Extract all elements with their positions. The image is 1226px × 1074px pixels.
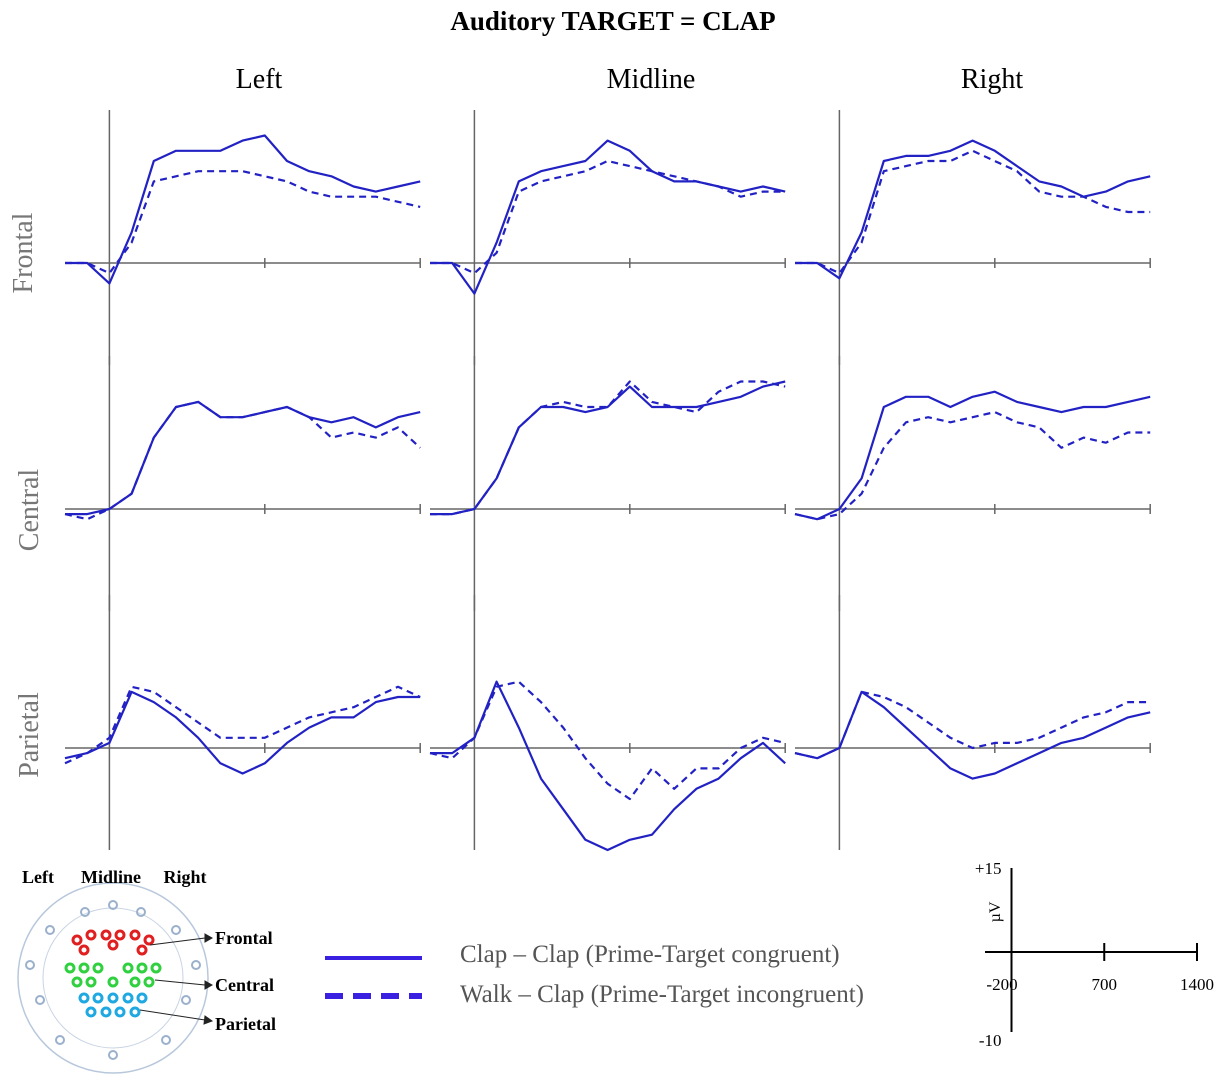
erp-line [430, 139, 786, 295]
scale-unit: µV [987, 901, 1004, 922]
erp-line [794, 411, 1151, 521]
erp-line [794, 690, 1151, 780]
scale-tick-label: +15 [975, 859, 1002, 878]
scale-tick-label: 1400 [1180, 975, 1214, 994]
head-map [17, 882, 214, 1074]
head-map-region: Frontal [215, 928, 273, 948]
erp-line [429, 680, 786, 801]
row-label: Parietal [14, 692, 45, 778]
erp-line [794, 390, 1151, 521]
legend-label: Clap – Clap (Prime-Target congruent) [460, 941, 840, 968]
erp-line [64, 400, 421, 521]
head-map-label: Right [163, 867, 206, 887]
erp-line [795, 139, 1151, 280]
erp-line [65, 170, 421, 275]
title: Auditory TARGET = CLAP [450, 6, 775, 36]
column-label: Left [236, 64, 283, 95]
head-map-label: Midline [81, 867, 141, 887]
erp-line [430, 680, 786, 852]
row-label: Central [14, 469, 45, 552]
head-map-label: Left [22, 867, 54, 887]
scale-tick-label: -200 [986, 975, 1017, 994]
erp-line [64, 685, 421, 765]
erp-line [430, 380, 786, 516]
row-label: Frontal [8, 212, 39, 293]
erp-line [430, 380, 786, 516]
erp-line [64, 690, 421, 775]
erp-line [430, 159, 786, 275]
erp-line [65, 400, 421, 516]
erp-line [795, 149, 1151, 275]
legend-label: Walk – Clap (Prime-Target incongruent) [460, 981, 864, 1008]
column-label: Right [961, 64, 1023, 95]
head-map-region: Central [215, 975, 274, 995]
erp-line [65, 134, 421, 285]
head-map-region: Parietal [215, 1014, 276, 1034]
scale-tick-label: -10 [979, 1031, 1002, 1050]
erp-line [794, 690, 1151, 760]
scale-tick-label: 700 [1092, 975, 1118, 994]
column-label: Midline [607, 64, 696, 95]
